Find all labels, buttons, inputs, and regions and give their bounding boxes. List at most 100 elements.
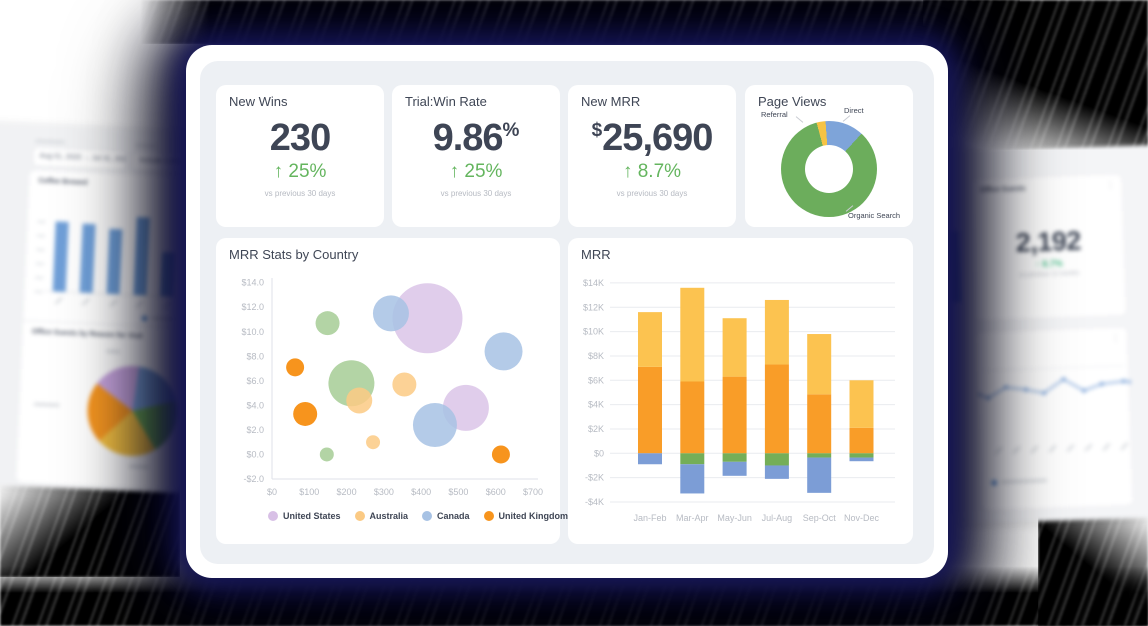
axis-label-placeholder [994, 446, 1003, 455]
svg-text:-$2.0: -$2.0 [243, 474, 264, 484]
pie-label-placeholder [33, 402, 60, 407]
kpi-note: vs previous 30 days [616, 189, 688, 198]
svg-text:Mar-Apr: Mar-Apr [676, 513, 709, 523]
svg-text:$100: $100 [299, 487, 319, 497]
svg-text:$0: $0 [594, 448, 604, 458]
svg-text:Sep-Oct: Sep-Oct [803, 513, 837, 523]
svg-text:$10K: $10K [583, 327, 604, 337]
legend-label: Australia [369, 511, 409, 521]
panel-menu-icon[interactable]: ⋮ [1110, 332, 1121, 343]
chart-title: MRR Stats by Country [229, 247, 359, 262]
axis-label-placeholder [1012, 446, 1021, 454]
office-guests-value: 2,192 [1015, 225, 1082, 258]
svg-text:$14.0: $14.0 [241, 278, 264, 288]
chart-title: MRR [581, 247, 611, 262]
axis-label-placeholder [1030, 445, 1039, 454]
field-label-placeholder [135, 143, 158, 148]
office-guests-panel: Office Guests ⋮ 2,192 ↑ 8.7% vs previous… [969, 173, 1128, 322]
kpi-number: 9.86 [432, 117, 504, 159]
kpi-card-trial-win-rate: Trial:Win Rate 9.86% ↑ 25% vs previous 3… [392, 85, 560, 227]
kpi-note: vs previous 30 days [264, 189, 336, 198]
kpi-number: 230 [269, 117, 331, 159]
kpi-value: $25,690 [568, 117, 736, 160]
clipped-bar-fragment [948, 230, 961, 303]
svg-text:$300: $300 [374, 487, 394, 497]
legend-label: United States [283, 511, 341, 521]
shadow-streak-top-right [923, 0, 1148, 150]
svg-text:Jan-Feb: Jan-Feb [633, 513, 666, 523]
legend-label: United Kingdom [498, 511, 569, 521]
date-range-value: Aug 01, 2020 → Jul 31, 2021 [39, 152, 127, 164]
background-line-chart [977, 377, 1133, 400]
svg-text:$400: $400 [411, 487, 431, 497]
kpi-note: vs previous 30 days [440, 189, 512, 198]
kpi-card-new-wins: New Wins 230 ↑ 25% vs previous 30 days [216, 85, 384, 227]
shadow-streak-top [140, 0, 1020, 44]
pie-chart-title: Office Guests by Reason for Visit [31, 328, 143, 341]
kpi-prefix: $ [591, 120, 603, 141]
filter-dropdown[interactable]: Include Coffee... [132, 150, 193, 174]
kpi-value: 9.86% [392, 117, 560, 160]
legend-dot [354, 511, 365, 521]
dashboard-window: New Wins 230 ↑ 25% vs previous 30 days T… [186, 45, 948, 578]
legend-item: Australia [354, 511, 409, 521]
svg-text:$700: $700 [523, 487, 543, 497]
svg-text:$600: $600 [486, 487, 506, 497]
gridline [983, 365, 1125, 372]
svg-text:$0.0: $0.0 [246, 449, 264, 459]
dashboard-panel: New Wins 230 ↑ 25% vs previous 30 days T… [200, 61, 934, 564]
page-views-card: Page Views Referral Direct Organic Searc… [745, 85, 913, 227]
background-dashboard-left: Aug 01, 2020 → Jul 31, 2021 Include Coff… [0, 120, 204, 494]
stacked-bar-chart: $14K $12K $10K $8K $6K $4K $2K $0 -$2K -$4K Jan-Fe… [583, 278, 895, 523]
chart-title: Page Views [758, 94, 827, 109]
donut-label-organic-search: Organic Search [848, 211, 901, 220]
svg-text:Jul-Aug: Jul-Aug [762, 513, 793, 523]
legend-dot [991, 479, 998, 486]
legend-dot [483, 511, 494, 521]
axis-label-placeholder [1084, 443, 1093, 452]
svg-text:May-Jun: May-Jun [717, 513, 752, 523]
svg-text:-$4K: -$4K [585, 497, 604, 507]
filter-value: Include Coffee... [139, 157, 191, 167]
kpi-delta: ↑ 25% [273, 161, 327, 182]
bubble-chart: $14.0 $12.0 $10.0 $8.0 $6.0 $4.0 $2.0 $0.0 -$2.0… [241, 278, 543, 497]
axis-label-placeholder [1048, 444, 1057, 453]
kpi-title: New MRR [581, 94, 641, 109]
kpi-title: Trial:Win Rate [405, 94, 487, 109]
panel-title: Office Guests [979, 185, 1026, 195]
svg-text:$4K: $4K [588, 400, 604, 410]
svg-text:$6.0: $6.0 [246, 376, 264, 386]
donut-leader-line [795, 116, 804, 123]
svg-text:$12.0: $12.0 [241, 302, 264, 312]
legend-dot [268, 511, 278, 521]
background-dashboard-right: Office Guests ⋮ 2,192 ↑ 8.7% vs previous… [945, 143, 1148, 525]
legend-item: Canada [422, 511, 470, 521]
svg-text:Nov-Dec: Nov-Dec [844, 513, 880, 523]
svg-text:$14K: $14K [583, 278, 604, 288]
svg-text:$12K: $12K [583, 302, 604, 312]
donut-label-referral: Referral [761, 110, 788, 119]
date-range-input[interactable]: Aug 01, 2020 → Jul 31, 2021 [32, 146, 127, 171]
mrr-card: MRR $14K $12K $10K $8K $6K $4K $2K $0 -$2K -$4K Ja… [568, 238, 913, 544]
axis-label-placeholder [1120, 442, 1129, 451]
field-label-placeholder [35, 139, 66, 144]
background-pie-chart [85, 364, 180, 458]
legend-label: Canada [437, 511, 470, 521]
bubble-chart-legend: United States Australia Canada United Kingd… [268, 511, 568, 521]
svg-text:$8.0: $8.0 [246, 351, 264, 361]
donut-leader-line [842, 115, 851, 122]
office-guests-note: vs previous 12 months [1019, 270, 1080, 279]
background-bar-chart [44, 216, 180, 298]
page-views-donut-chart [781, 121, 877, 217]
background-left-panel: Coffee Brewed Office Guests by Reason fo… [16, 170, 192, 490]
svg-text:$6K: $6K [588, 375, 604, 385]
pie-label-placeholder [129, 464, 150, 469]
kpi-suffix: % [502, 120, 520, 141]
kpi-title: New Wins [229, 94, 288, 109]
legend-dot [422, 511, 433, 521]
svg-text:$8K: $8K [588, 351, 604, 361]
legend-item: United Kingdom [483, 511, 569, 521]
kpi-delta: ↑ 25% [449, 161, 503, 182]
panel-menu-icon[interactable]: ⋮ [1105, 179, 1115, 190]
